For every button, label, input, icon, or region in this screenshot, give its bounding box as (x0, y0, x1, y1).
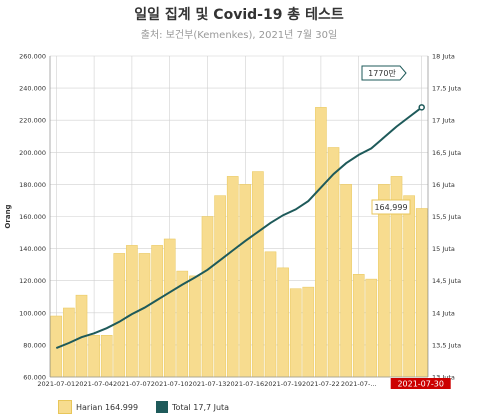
x-tick-label: 2021-07-10 (151, 380, 189, 388)
y2-tick-label: 16,5 Juta (432, 149, 461, 157)
y2-tick-label: 17,5 Juta (432, 85, 461, 93)
y-tick-label: 180.000 (19, 181, 46, 189)
bar-harian[interactable] (163, 238, 176, 378)
y2-tick-label: 14,5 Juta (432, 277, 461, 285)
bar-harian[interactable] (365, 278, 378, 378)
y2-tick-label: 16 Juta (432, 181, 455, 189)
y2-tick-label: 14 Juta (432, 309, 455, 317)
x-tick-label-highlight: 2021-07-30 (397, 380, 444, 389)
x-tick-label: 2021-07-16 (226, 380, 264, 388)
y-tick-label: 140.000 (19, 245, 46, 253)
chart-title: 일일 집계 및 Covid-19 총 테스트 (134, 7, 344, 23)
axis-layer: 60.000 80.000 100.000 120.000 140.000 160.000… (4, 53, 461, 389)
line-total-end-point[interactable] (418, 104, 425, 111)
annotation-harian-label: 164,999 (374, 203, 407, 212)
y-tick-label: 120.000 (19, 277, 46, 285)
bar-harian[interactable] (88, 335, 100, 378)
x-tick-highlight-bg (390, 378, 451, 389)
y2-tick-label: 13,5 Juta (432, 341, 461, 349)
legend-label-total: Total 17,7 Juta (172, 402, 230, 412)
x-tick-label: 2021-07-13 (189, 380, 227, 388)
bar-harian[interactable] (289, 288, 302, 378)
y-tick-label: 260.000 (19, 53, 46, 61)
legend-item-total[interactable]: Total 17,7 Juta (156, 401, 229, 413)
y-tick-label: 60.000 (23, 374, 46, 382)
bar-harian[interactable] (302, 286, 315, 378)
x-tick-label: 2021-07-04 (75, 380, 113, 388)
y-tick-label: 160.000 (19, 213, 46, 221)
bar-harian[interactable] (415, 208, 428, 378)
y2-tick-label: 15 Juta (432, 245, 455, 253)
x-tick-label: 2021-07-19 (264, 380, 302, 388)
bar-harian[interactable] (340, 184, 352, 378)
bar-harian[interactable] (214, 195, 226, 378)
bar-harian[interactable] (151, 245, 163, 378)
legend-item-harian[interactable]: Harian 164.999 (58, 400, 138, 414)
y-tick-label: 240.000 (19, 85, 46, 93)
x-tick-label: 2021-07-... (341, 380, 377, 388)
bar-harian[interactable] (201, 216, 214, 378)
x-tick-label: 2021-07-07 (113, 380, 151, 388)
bar-layer (50, 107, 428, 378)
y-tick-label: 100.000 (19, 309, 46, 317)
bar-harian[interactable] (264, 251, 277, 378)
chart-subtitle: 출처: 보건부(Kemenkes), 2021년 7월 30일 (140, 30, 338, 41)
bar-harian[interactable] (252, 171, 264, 378)
line-layer (55, 104, 425, 350)
legend-label-harian: Harian 164.999 (76, 402, 139, 412)
y2-tick-label: 13 Juta (432, 374, 455, 382)
line-total[interactable] (55, 106, 423, 350)
y2-tick-label: 15,5 Juta (432, 213, 461, 221)
y-tick-label: 220.000 (19, 117, 46, 125)
legend-swatch-total (156, 401, 169, 413)
annotation-layer: 1770만 164,999 (361, 65, 411, 215)
annotation-harian-box (371, 199, 411, 215)
legend-swatch-harian (58, 400, 72, 414)
bar-harian[interactable] (352, 274, 365, 378)
bar-harian[interactable] (226, 176, 239, 378)
y2-tick-label: 18 Juta (432, 53, 455, 61)
x-tick-label: 2021-07-22 (302, 380, 340, 388)
annotation-total-box (361, 65, 407, 81)
bar-harian[interactable] (403, 195, 415, 378)
bar-harian[interactable] (138, 253, 151, 378)
bar-harian[interactable] (315, 107, 327, 378)
y2-tick-label: 17 Juta (432, 117, 455, 125)
annotation-total-label: 1770만 (368, 69, 396, 78)
y-tick-label: 80.000 (23, 341, 46, 349)
bar-harian[interactable] (113, 253, 126, 378)
bar-harian[interactable] (277, 267, 289, 378)
bar-harian[interactable] (189, 275, 201, 378)
y-axis-label: Orang (4, 204, 12, 228)
bar-harian[interactable] (239, 184, 252, 378)
x-tick-label: 2021-07-01 (37, 380, 75, 388)
bar-harian[interactable] (327, 147, 340, 378)
y-tick-label: 200.000 (19, 149, 46, 157)
legend: Harian 164.999 Total 17,7 Juta (58, 400, 241, 414)
bar-harian[interactable] (100, 335, 113, 378)
